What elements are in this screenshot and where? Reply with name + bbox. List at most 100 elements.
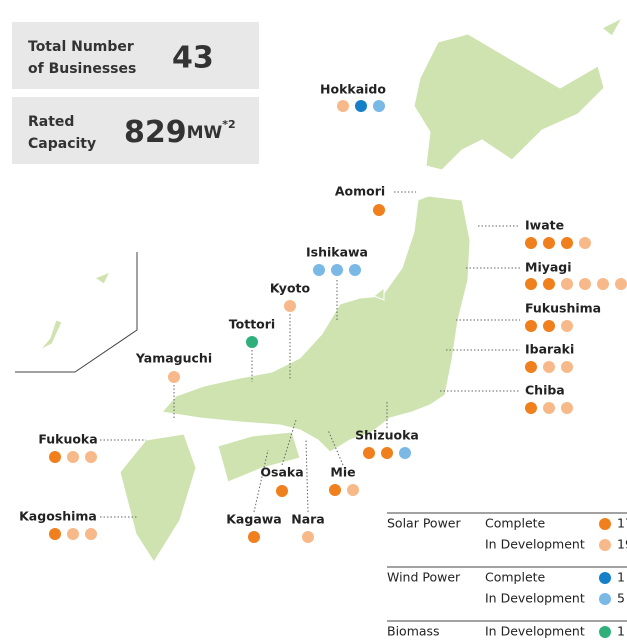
prefecture-label: Hokkaido xyxy=(320,82,386,97)
honshu xyxy=(161,195,471,453)
legend-source: Biomass xyxy=(387,624,440,639)
legend-count: 1 xyxy=(617,624,625,639)
status-dot xyxy=(561,237,573,249)
sado xyxy=(373,286,385,301)
status-dot xyxy=(355,100,367,112)
prefecture-label: Iwate xyxy=(525,218,564,233)
shikoku xyxy=(217,431,301,483)
stat-label: Total Number xyxy=(28,39,134,55)
legend-status: In Development xyxy=(485,537,585,552)
legend-count: 5 xyxy=(617,591,625,606)
status-dot xyxy=(49,528,61,540)
prefecture-label: Aomori xyxy=(335,184,385,199)
map xyxy=(39,16,624,563)
status-dot xyxy=(276,485,288,497)
status-dot xyxy=(337,100,349,112)
legend-dot xyxy=(599,572,611,584)
status-dot xyxy=(525,320,537,332)
prefecture-label: Ishikawa xyxy=(306,245,368,260)
prefecture-label: Kagoshima xyxy=(19,509,97,524)
prefecture-label: Ibaraki xyxy=(525,342,574,357)
status-dot xyxy=(373,204,385,216)
status-dot xyxy=(168,371,180,383)
status-dot xyxy=(561,402,573,414)
stat-box xyxy=(12,97,259,164)
islet xyxy=(601,16,624,37)
prefecture-label: Miyagi xyxy=(525,260,572,275)
islet xyxy=(93,271,112,285)
legend-status: In Development xyxy=(485,624,585,639)
status-dot xyxy=(561,320,573,332)
status-dot xyxy=(561,278,573,290)
legend-source: Wind Power xyxy=(387,570,461,585)
hokkaido xyxy=(413,33,605,171)
status-dot xyxy=(347,484,359,496)
stat-number: 829 xyxy=(124,115,187,150)
status-dot xyxy=(329,484,341,496)
status-dot xyxy=(597,278,609,290)
legend-dot xyxy=(599,518,611,530)
prefecture-label: Fukuoka xyxy=(38,432,97,447)
status-dot xyxy=(349,264,361,276)
status-dot xyxy=(615,278,627,290)
status-dot xyxy=(579,237,591,249)
status-dot xyxy=(525,402,537,414)
legend-status: Complete xyxy=(485,516,546,531)
legend-count: 17 xyxy=(617,516,627,531)
stat-label: of Businesses xyxy=(28,61,136,77)
leader-line xyxy=(100,191,520,518)
status-dot xyxy=(525,278,537,290)
status-dot xyxy=(313,264,325,276)
status-dot xyxy=(248,531,260,543)
prefecture-labels: Hokkaido Aomori Iwate Miyagi Fukushima Ibarak… xyxy=(19,82,627,543)
prefecture-label: Shizuoka xyxy=(355,428,419,443)
legend-dot xyxy=(599,626,611,638)
stat-value: 829MW*2 xyxy=(124,115,236,150)
status-dot xyxy=(246,336,258,348)
stat-box xyxy=(12,22,259,89)
status-dot xyxy=(363,447,375,459)
status-dot xyxy=(67,528,79,540)
status-dot xyxy=(543,361,555,373)
status-dot xyxy=(284,300,296,312)
status-dot xyxy=(543,278,555,290)
status-dot xyxy=(399,447,411,459)
legend-status: In Development xyxy=(485,591,585,606)
okinawa-islet xyxy=(39,319,63,351)
prefecture-label: Tottori xyxy=(229,317,275,332)
status-dot xyxy=(85,451,97,463)
prefecture-label: Kyoto xyxy=(270,281,311,296)
status-dot xyxy=(67,451,79,463)
stat-unit: MW xyxy=(187,123,223,143)
status-dot xyxy=(381,447,393,459)
prefecture-label: Kagawa xyxy=(226,512,282,527)
status-dot xyxy=(561,361,573,373)
legend-count: 19 xyxy=(617,537,627,552)
prefecture-label: Yamaguchi xyxy=(135,351,212,366)
stat-value: 43 xyxy=(172,41,214,76)
prefecture-label: Mie xyxy=(330,465,355,480)
status-dot xyxy=(302,531,314,543)
kyushu xyxy=(119,433,197,563)
prefecture-label: Osaka xyxy=(260,465,303,480)
status-dot xyxy=(579,278,591,290)
stat-label: Rated xyxy=(28,114,74,130)
status-dot xyxy=(85,528,97,540)
inset-border xyxy=(15,252,138,373)
stat-note: *2 xyxy=(222,118,235,131)
legend-count: 1 xyxy=(617,570,625,585)
status-dot xyxy=(543,237,555,249)
status-dot xyxy=(331,264,343,276)
status-dot xyxy=(373,100,385,112)
prefecture-label: Fukushima xyxy=(525,301,601,316)
status-dot xyxy=(49,451,61,463)
status-dot xyxy=(543,402,555,414)
legend-status: Complete xyxy=(485,570,546,585)
status-dot xyxy=(525,361,537,373)
leaders xyxy=(100,191,520,518)
legend: Solar Power Complete 17 In Development 19 Win… xyxy=(387,512,627,639)
status-dot xyxy=(525,237,537,249)
stat-label: Capacity xyxy=(28,136,96,152)
legend-source: Solar Power xyxy=(387,516,461,531)
